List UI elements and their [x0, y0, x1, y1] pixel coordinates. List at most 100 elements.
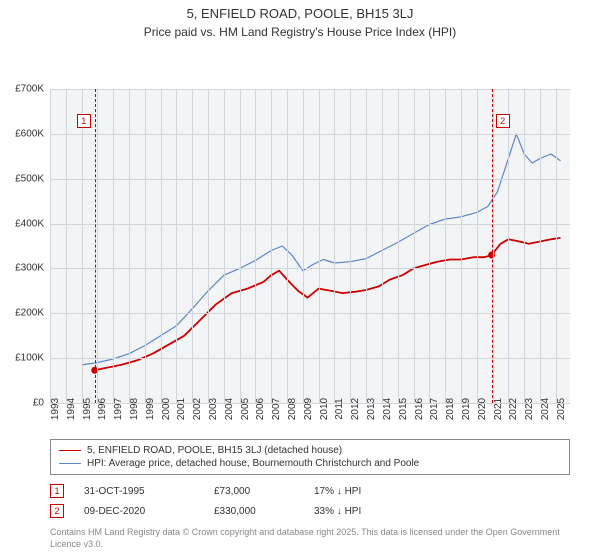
- x-tick-label: 2022: [508, 398, 519, 420]
- chart-subtitle: Price paid vs. HM Land Registry's House …: [0, 21, 600, 43]
- gridline-v: [145, 89, 146, 403]
- y-tick-label: £700K: [0, 84, 44, 95]
- gridline-v: [366, 89, 367, 403]
- x-tick-label: 2003: [208, 398, 219, 420]
- gridline-v: [414, 89, 415, 403]
- gridline-v: [224, 89, 225, 403]
- event-price: £330,000: [214, 506, 294, 517]
- legend-row: 5, ENFIELD ROAD, POOLE, BH15 3LJ (detach…: [59, 444, 561, 457]
- event-line: [492, 89, 493, 403]
- y-tick-label: £100K: [0, 353, 44, 364]
- event-date: 31-OCT-1995: [84, 486, 194, 497]
- gridline-v: [398, 89, 399, 403]
- gridline-v: [161, 89, 162, 403]
- gridline-v: [334, 89, 335, 403]
- y-tick-label: £600K: [0, 128, 44, 139]
- x-tick-label: 1995: [82, 398, 93, 420]
- gridline-v: [319, 89, 320, 403]
- x-tick-label: 2009: [303, 398, 314, 420]
- gridline-v: [240, 89, 241, 403]
- event-num-box: 2: [50, 504, 64, 518]
- x-tick-label: 2018: [445, 398, 456, 420]
- x-tick-label: 2023: [524, 398, 535, 420]
- gridline-v: [255, 89, 256, 403]
- series-hpi: [82, 134, 561, 365]
- legend: 5, ENFIELD ROAD, POOLE, BH15 3LJ (detach…: [50, 439, 570, 475]
- legend-swatch: [59, 450, 81, 451]
- gridline-v: [287, 89, 288, 403]
- gridline-v: [429, 89, 430, 403]
- y-tick-label: £400K: [0, 218, 44, 229]
- x-tick-label: 2011: [334, 398, 345, 420]
- chart-title: 5, ENFIELD ROAD, POOLE, BH15 3LJ: [0, 0, 600, 21]
- chart-area: £0 £100K £200K £300K £400K £500K £600K £700K 199…: [0, 43, 600, 433]
- legend-label: HPI: Average price, detached house, Bour…: [87, 458, 419, 469]
- x-tick-label: 2016: [414, 398, 425, 420]
- gridline-v: [97, 89, 98, 403]
- event-pct: 33% ↓ HPI: [314, 506, 414, 517]
- x-tick-label: 2013: [366, 398, 377, 420]
- gridline-v: [382, 89, 383, 403]
- x-tick-label: 2002: [192, 398, 203, 420]
- gridline-v: [192, 89, 193, 403]
- gridline-v: [493, 89, 494, 403]
- gridline-v: [445, 89, 446, 403]
- gridline-v: [556, 89, 557, 403]
- x-tick-label: 2021: [493, 398, 504, 420]
- event-num-box: 1: [50, 484, 64, 498]
- legend-label: 5, ENFIELD ROAD, POOLE, BH15 3LJ (detach…: [87, 445, 342, 456]
- x-tick-label: 1999: [145, 398, 156, 420]
- x-tick-label: 2020: [477, 398, 488, 420]
- event-price: £73,000: [214, 486, 294, 497]
- gridline-v: [50, 89, 51, 403]
- x-tick-label: 2024: [540, 398, 551, 420]
- x-tick-label: 2025: [556, 398, 567, 420]
- x-tick-label: 2015: [398, 398, 409, 420]
- gridline-v: [461, 89, 462, 403]
- gridline-v: [176, 89, 177, 403]
- gridline-v: [303, 89, 304, 403]
- y-tick-label: £0: [0, 398, 44, 409]
- x-tick-label: 2008: [287, 398, 298, 420]
- gridline-v: [208, 89, 209, 403]
- gridline-v: [477, 89, 478, 403]
- gridline-v: [524, 89, 525, 403]
- y-tick-label: £200K: [0, 308, 44, 319]
- y-tick-label: £300K: [0, 263, 44, 274]
- x-tick-label: 2006: [255, 398, 266, 420]
- event-row: 1 31-OCT-1995 £73,000 17% ↓ HPI: [50, 481, 570, 501]
- x-tick-label: 2019: [461, 398, 472, 420]
- x-tick-label: 1998: [129, 398, 140, 420]
- chart-container: 5, ENFIELD ROAD, POOLE, BH15 3LJ Price p…: [0, 0, 600, 560]
- y-tick-label: £500K: [0, 173, 44, 184]
- event-line: [95, 89, 96, 403]
- x-tick-label: 1993: [50, 398, 61, 420]
- legend-row: HPI: Average price, detached house, Bour…: [59, 457, 561, 470]
- x-tick-label: 1997: [113, 398, 124, 420]
- event-date: 09-DEC-2020: [84, 506, 194, 517]
- gridline-v: [540, 89, 541, 403]
- gridline-v: [82, 89, 83, 403]
- x-tick-label: 1996: [97, 398, 108, 420]
- event-pct: 17% ↓ HPI: [314, 486, 414, 497]
- gridline-v: [508, 89, 509, 403]
- x-tick-label: 2001: [176, 398, 187, 420]
- gridline-v: [350, 89, 351, 403]
- x-tick-label: 2010: [319, 398, 330, 420]
- legend-swatch: [59, 463, 81, 464]
- x-tick-label: 2012: [350, 398, 361, 420]
- gridline-v: [271, 89, 272, 403]
- x-tick-label: 2000: [161, 398, 172, 420]
- gridline-v: [113, 89, 114, 403]
- footnote: Contains HM Land Registry data © Crown c…: [50, 527, 570, 550]
- gridline-v: [66, 89, 67, 403]
- x-tick-label: 2004: [224, 398, 235, 420]
- x-tick-label: 2017: [429, 398, 440, 420]
- x-tick-label: 1994: [66, 398, 77, 420]
- event-marker-box: 1: [77, 114, 91, 128]
- x-tick-label: 2005: [240, 398, 251, 420]
- events-table: 1 31-OCT-1995 £73,000 17% ↓ HPI 2 09-DEC-2020…: [50, 481, 570, 521]
- x-tick-label: 2007: [271, 398, 282, 420]
- gridline-v: [129, 89, 130, 403]
- event-row: 2 09-DEC-2020 £330,000 33% ↓ HPI: [50, 501, 570, 521]
